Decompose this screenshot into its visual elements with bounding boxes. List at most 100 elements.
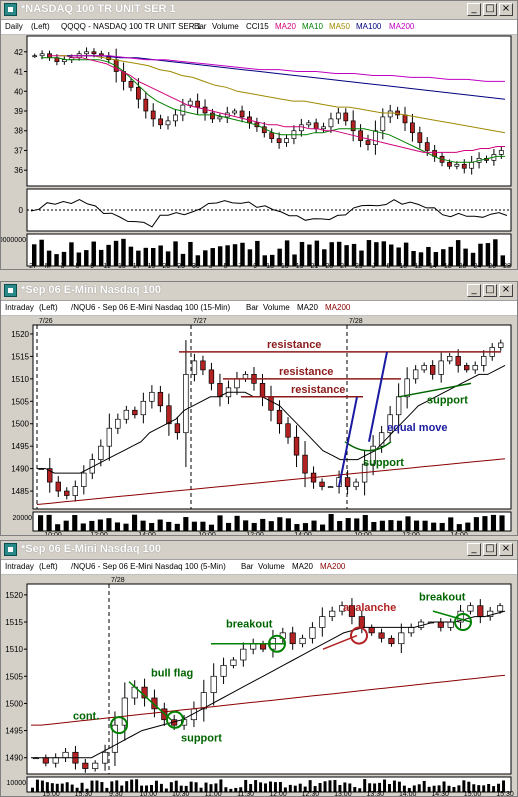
date-label: 7/27 bbox=[193, 318, 207, 325]
volume-bar bbox=[457, 785, 461, 792]
daily-candle bbox=[91, 51, 97, 55]
intraday15-candle bbox=[140, 400, 147, 416]
volume-bar bbox=[294, 524, 300, 531]
daily-candle bbox=[461, 163, 467, 169]
volume-bar bbox=[174, 780, 178, 792]
intraday5-candle bbox=[329, 610, 336, 617]
intraday5-candle bbox=[52, 757, 59, 764]
volume-bar bbox=[169, 782, 173, 792]
x-tick-label: 15:00 bbox=[464, 791, 482, 797]
intraday15-candle bbox=[370, 445, 376, 465]
volume-bar bbox=[55, 783, 59, 792]
axis-side-label: (Left) bbox=[39, 562, 58, 571]
intraday15-candle bbox=[157, 391, 164, 407]
volume-bar bbox=[388, 520, 394, 531]
chart-window-icon bbox=[4, 284, 17, 297]
volume-bar bbox=[293, 785, 297, 792]
5min-price-chart[interactable]: 1490 1495 1500 1505 1510 1515 1520 7/28 cont. bul… bbox=[1, 574, 517, 797]
x-tick-label: 12:30 bbox=[302, 791, 320, 797]
intraday5-candle bbox=[408, 627, 415, 634]
close-button[interactable]: × bbox=[499, 543, 513, 556]
volume-bar bbox=[244, 779, 248, 792]
style-label: Bar bbox=[246, 303, 259, 312]
intraday15-candle bbox=[183, 374, 189, 434]
volume-bar bbox=[493, 239, 498, 266]
volume-bar bbox=[396, 247, 401, 266]
annotation-breakout-1: breakout bbox=[226, 618, 273, 630]
daily-candle bbox=[173, 114, 178, 122]
x-tick-label: 10:00 bbox=[354, 532, 372, 536]
date-label: 7/28 bbox=[111, 577, 125, 584]
volume-bar bbox=[158, 245, 163, 266]
title-bar[interactable]: *Sep 06 E-Mini Nasdaq 100 _ □ × bbox=[1, 282, 517, 301]
y-tick-label: 36 bbox=[14, 166, 23, 175]
x-tick-label: M bbox=[45, 263, 51, 270]
minimize-button[interactable]: _ bbox=[467, 543, 481, 556]
intraday5-candle bbox=[319, 616, 326, 628]
x-tick-label: 10:30 bbox=[172, 791, 190, 797]
intraday5-candle bbox=[180, 719, 188, 726]
volume-bar bbox=[278, 782, 282, 792]
volume-bar bbox=[417, 784, 421, 792]
15min-price-chart[interactable]: 1485 1490 1495 1500 1505 1510 1515 1520 7/26 7/27… bbox=[1, 315, 517, 536]
volume-tick-label: 20000 bbox=[13, 515, 33, 522]
intraday15-candle bbox=[455, 356, 461, 366]
volume-bar bbox=[31, 787, 34, 792]
volume-bar bbox=[123, 523, 129, 531]
volume-bar bbox=[264, 783, 268, 792]
volume-bar bbox=[149, 522, 155, 531]
volume-bar bbox=[313, 786, 317, 792]
y-tick-label: 1500 bbox=[5, 699, 23, 708]
avalanche-circle bbox=[350, 626, 368, 645]
volume-bar bbox=[204, 782, 208, 792]
minimize-button[interactable]: _ bbox=[467, 284, 481, 297]
continuation-circle bbox=[110, 716, 128, 735]
volume-bar bbox=[426, 246, 431, 266]
window-5min-chart: *Sep 06 E-Mini Nasdaq 100 _ □ × Intraday… bbox=[0, 540, 518, 797]
style-label: Bar bbox=[241, 562, 254, 571]
volume-bar bbox=[336, 241, 342, 266]
minimize-button[interactable]: _ bbox=[467, 3, 481, 16]
x-tick-label: 27 bbox=[29, 263, 37, 270]
volume-bar bbox=[500, 255, 506, 266]
intraday5-candle bbox=[348, 605, 356, 617]
title-bar[interactable]: *Sep 06 E-Mini Nasdaq 100 _ □ × bbox=[1, 541, 517, 560]
intraday15-candle bbox=[302, 454, 308, 474]
x-tick-label: 27 bbox=[340, 263, 348, 270]
daily-candle bbox=[469, 161, 475, 169]
x-tick-label: J bbox=[209, 263, 213, 270]
x-tick-label: 15:00 bbox=[42, 791, 60, 797]
volume-bar bbox=[80, 523, 86, 531]
y-tick-label: 41 bbox=[14, 68, 23, 77]
daily-candle bbox=[335, 112, 341, 120]
intraday15-candle bbox=[72, 486, 78, 496]
intraday5-candle bbox=[299, 637, 306, 645]
intraday15-candle bbox=[55, 481, 61, 492]
volume-bar bbox=[106, 244, 111, 266]
maximize-button[interactable]: □ bbox=[483, 284, 497, 297]
x-tick-label: 21 bbox=[311, 263, 319, 270]
volume-bar bbox=[54, 254, 59, 266]
maximize-button[interactable]: □ bbox=[483, 3, 497, 16]
breakout-line-2 bbox=[432, 610, 472, 623]
title-bar[interactable]: *NASDAQ 100 TR UNIT SER 1 _ □ × bbox=[1, 1, 517, 20]
close-button[interactable]: × bbox=[499, 284, 513, 297]
volume-bar bbox=[368, 783, 372, 792]
volume-bar bbox=[38, 515, 44, 531]
volume-bar bbox=[114, 522, 121, 531]
volume-bar bbox=[482, 516, 488, 531]
volume-bar bbox=[277, 517, 283, 531]
series-ma100 bbox=[67, 55, 506, 100]
series-ma20 bbox=[37, 364, 506, 474]
daily-candle bbox=[39, 53, 45, 57]
intraday15-candle bbox=[98, 445, 104, 460]
daily-price-chart[interactable]: 36 37 38 39 40 41 42 0 200000000 27 M 3 5 9 11 15 17 19 23… bbox=[1, 34, 517, 270]
volume-bar bbox=[136, 250, 141, 266]
intraday15-candle bbox=[217, 382, 223, 398]
x-tick-label: 15:30 bbox=[496, 791, 514, 797]
close-button[interactable]: × bbox=[499, 3, 513, 16]
volume-bar bbox=[359, 250, 364, 266]
volume-bar bbox=[308, 780, 312, 792]
maximize-button[interactable]: □ bbox=[483, 543, 497, 556]
ma-label-0: MA20 bbox=[292, 562, 313, 571]
